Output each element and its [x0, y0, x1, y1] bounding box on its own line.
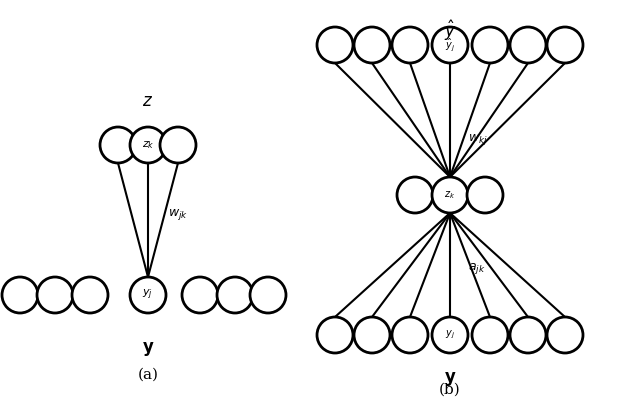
Circle shape	[467, 177, 503, 213]
Text: (a): (a)	[138, 368, 159, 382]
Circle shape	[72, 277, 108, 313]
Circle shape	[354, 27, 390, 63]
Text: $w_{jk}$: $w_{jk}$	[168, 208, 188, 223]
Circle shape	[317, 317, 353, 353]
Text: $y_j$: $y_j$	[445, 329, 455, 341]
Circle shape	[354, 317, 390, 353]
Text: $y_j$: $y_j$	[143, 288, 154, 302]
Circle shape	[130, 127, 166, 163]
Circle shape	[392, 317, 428, 353]
Text: (b): (b)	[439, 383, 461, 397]
Circle shape	[100, 127, 136, 163]
Circle shape	[472, 317, 508, 353]
Circle shape	[2, 277, 38, 313]
Text: $z_k$: $z_k$	[141, 139, 154, 151]
Circle shape	[250, 277, 286, 313]
Circle shape	[510, 27, 546, 63]
Circle shape	[130, 277, 166, 313]
Circle shape	[547, 27, 583, 63]
Circle shape	[432, 177, 468, 213]
Circle shape	[432, 317, 468, 353]
Circle shape	[160, 127, 196, 163]
Text: $\hat{y}_j$: $\hat{y}_j$	[445, 37, 455, 53]
Text: $z_k$: $z_k$	[444, 189, 456, 201]
Text: $\mathbf{y}$: $\mathbf{y}$	[141, 340, 154, 358]
Text: $a_{jk}$: $a_{jk}$	[468, 261, 486, 276]
Circle shape	[317, 27, 353, 63]
Text: $z$: $z$	[143, 93, 154, 110]
Text: $\hat{y}$: $\hat{y}$	[444, 18, 456, 42]
Circle shape	[217, 277, 253, 313]
Circle shape	[510, 317, 546, 353]
Circle shape	[432, 27, 468, 63]
Text: $\mathbf{y}$: $\mathbf{y}$	[444, 370, 456, 388]
Circle shape	[182, 277, 218, 313]
Circle shape	[547, 317, 583, 353]
Circle shape	[392, 27, 428, 63]
Circle shape	[397, 177, 433, 213]
Circle shape	[37, 277, 73, 313]
Circle shape	[472, 27, 508, 63]
Text: $w_{kj}$: $w_{kj}$	[468, 133, 488, 147]
